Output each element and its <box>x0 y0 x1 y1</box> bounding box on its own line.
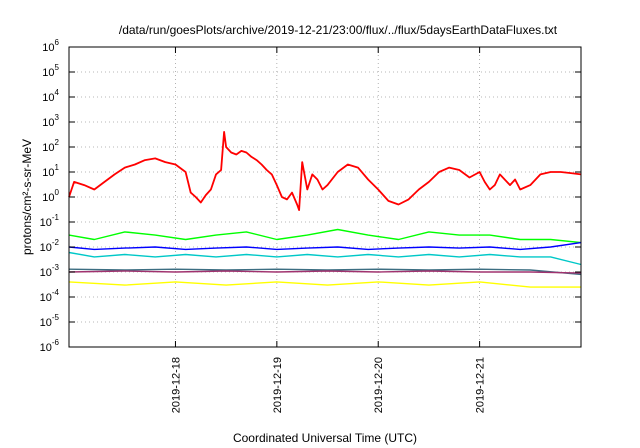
grid-lines <box>69 47 581 347</box>
y-tick-label: 103 <box>42 113 59 129</box>
y-tick-label: 102 <box>42 138 59 154</box>
x-tick-label: 2019-12-19 <box>272 357 284 413</box>
y-tick-label: 10-1 <box>40 213 60 229</box>
x-axis-label: Coordinated Universal Time (UTC) <box>233 431 417 445</box>
x-tick-label: 2019-12-18 <box>170 357 182 413</box>
y-tick-label: 106 <box>42 38 59 54</box>
tick-marks <box>69 46 581 348</box>
y-tick-label: 100 <box>42 188 59 204</box>
series-layer <box>68 130 582 288</box>
series-line <box>68 130 582 212</box>
x-tick-label: 2019-12-20 <box>373 357 385 413</box>
chart-title: /data/run/goesPlots/archive/2019-12-21/2… <box>119 23 558 37</box>
y-tick-label: 10-6 <box>40 338 60 354</box>
y-tick-labels: 10-6 10-5 10-4 10-3 10-2 10-1 100 101 102 103 104 1… <box>40 38 60 354</box>
x-tick-labels: 2019-12-18 2019-12-19 2019-12-20 2019-12-21 <box>170 357 486 413</box>
series-line <box>68 241 582 251</box>
y-tick-label: 10-4 <box>40 288 60 304</box>
y-tick-label: 101 <box>42 163 59 179</box>
y-tick-label: 105 <box>42 63 59 79</box>
series-line <box>68 251 582 266</box>
series-line <box>68 268 582 276</box>
y-tick-label: 10-5 <box>40 313 60 329</box>
y-tick-label: 10-3 <box>40 263 60 279</box>
y-tick-label: 10-2 <box>40 238 60 254</box>
series-line <box>68 228 582 244</box>
y-tick-label: 104 <box>42 88 59 104</box>
y-axis-label: protons/cm²-s-sr-MeV <box>20 139 34 255</box>
series-line <box>68 281 581 288</box>
series-line <box>68 270 582 274</box>
x-tick-label: 2019-12-21 <box>475 357 487 413</box>
